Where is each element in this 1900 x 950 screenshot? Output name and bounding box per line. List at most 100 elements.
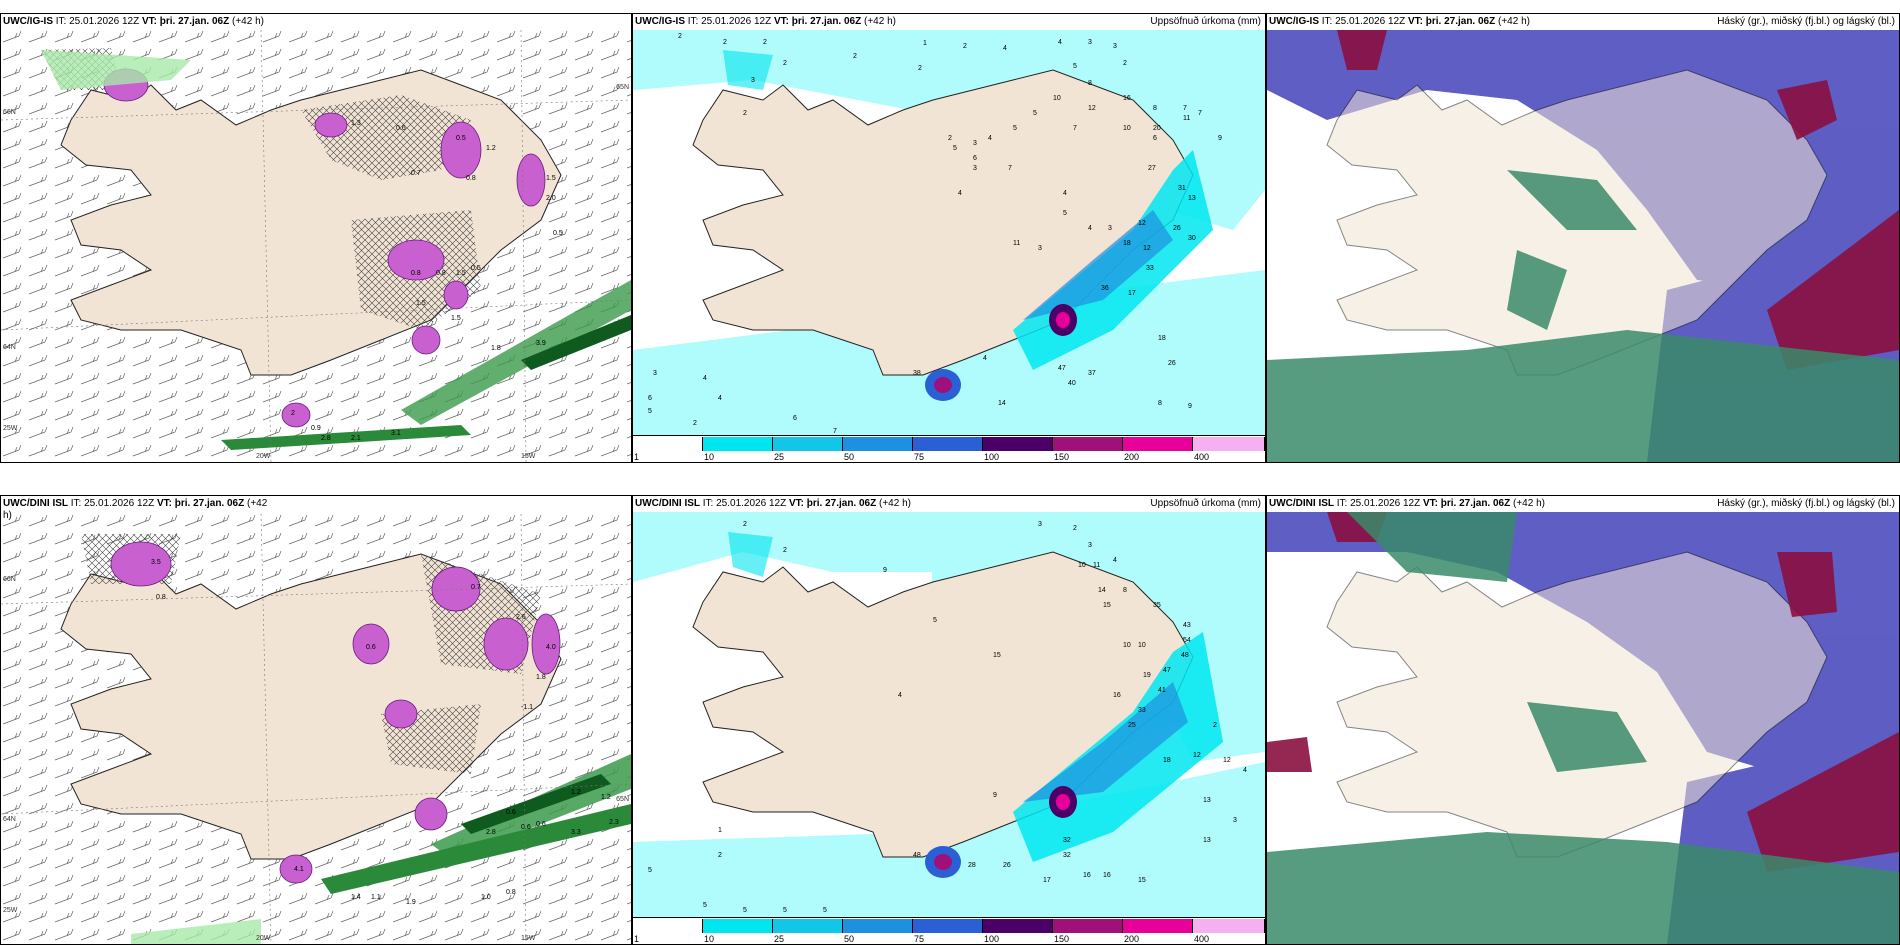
svg-text:0.8: 0.8 — [156, 594, 166, 601]
svg-text:1.9: 1.9 — [406, 899, 416, 906]
svg-text:9: 9 — [993, 792, 997, 799]
svg-text:18: 18 — [1123, 240, 1131, 247]
svg-text:8: 8 — [1123, 587, 1127, 594]
svg-text:1.2: 1.2 — [486, 145, 496, 152]
lat-label: 66N — [3, 576, 16, 583]
svg-text:3: 3 — [973, 140, 977, 147]
svg-text:9: 9 — [1218, 135, 1222, 142]
svg-text:10: 10 — [1138, 642, 1146, 649]
colorbar-label: 100 — [984, 934, 1000, 944]
precip-map: 2 2 2 2 3 2 2 2 1 2 4 4 3 3 2 5 8 10 12 … — [633, 30, 1265, 436]
colorbar-swatch — [633, 919, 703, 933]
svg-text:0.5: 0.5 — [456, 135, 466, 142]
svg-text:19: 19 — [1143, 672, 1151, 679]
svg-text:7: 7 — [1008, 165, 1012, 172]
svg-text:40: 40 — [1068, 380, 1076, 387]
graticule — [1, 514, 631, 944]
svg-text:3.9: 3.9 — [536, 340, 546, 347]
svg-text:12: 12 — [1223, 757, 1231, 764]
svg-text:2: 2 — [743, 110, 747, 117]
svg-text:2: 2 — [948, 135, 952, 142]
svg-text:48: 48 — [1181, 652, 1189, 659]
svg-text:7: 7 — [1073, 125, 1077, 132]
corner-label: 25W — [3, 425, 18, 432]
svg-text:7: 7 — [833, 428, 837, 435]
panel-variable-title: Uppsöfnuð úrkoma (mm) — [1150, 16, 1261, 27]
lat-label: 66N — [3, 109, 16, 116]
colorbar-swatch — [703, 919, 773, 933]
land-area — [1326, 551, 1828, 858]
svg-text:2: 2 — [291, 410, 295, 417]
svg-text:36: 36 — [1101, 285, 1109, 292]
colorbar-label: 25 — [774, 452, 785, 462]
colorbar-label: 1 — [634, 934, 640, 944]
svg-text:0.8: 0.8 — [506, 889, 516, 896]
svg-text:4: 4 — [1058, 39, 1062, 46]
svg-text:26: 26 — [1168, 360, 1176, 367]
snow-areas — [110, 541, 561, 884]
panel-variable-title: Uppsöfnuð úrkoma (mm) — [1150, 498, 1261, 509]
svg-text:5: 5 — [823, 907, 827, 914]
corner-label: 25W — [3, 907, 18, 914]
lat-label: 64N — [3, 816, 16, 823]
colorbar-swatch — [773, 919, 843, 933]
colorbar-swatch — [703, 437, 773, 451]
svg-text:1.2: 1.2 — [601, 794, 611, 801]
svg-text:0.6: 0.6 — [396, 125, 406, 132]
panel-variable-title: Háský (gr.), miðský (fj.bl.) og lágský (… — [1717, 16, 1895, 27]
svg-text:10: 10 — [1123, 125, 1131, 132]
svg-text:27: 27 — [1148, 165, 1156, 172]
svg-text:0.8: 0.8 — [411, 270, 421, 277]
svg-text:31: 31 — [1178, 185, 1186, 192]
svg-text:15: 15 — [1138, 877, 1146, 884]
svg-text:12: 12 — [1193, 752, 1201, 759]
svg-text:4: 4 — [898, 692, 902, 699]
colorbar-label: 50 — [844, 934, 855, 944]
svg-text:10: 10 — [1053, 95, 1061, 102]
lat-label: 65N — [616, 796, 629, 803]
contour-labels: 2 0.9 1.3 0.6 0.5 1.2 0.7 0.8 1.5 2.0 0.… — [291, 120, 563, 442]
svg-text:18: 18 — [1158, 335, 1166, 342]
colorbar-swatch — [1193, 919, 1265, 933]
svg-text:4: 4 — [983, 355, 987, 362]
svg-text:5: 5 — [1013, 125, 1017, 132]
svg-text:1.8: 1.8 — [491, 345, 501, 352]
svg-text:28: 28 — [968, 862, 976, 869]
lat-label: 64N — [3, 344, 16, 351]
svg-text:2: 2 — [763, 39, 767, 46]
svg-text:4.0: 4.0 — [546, 644, 556, 651]
svg-text:32: 32 — [1063, 837, 1071, 844]
svg-text:2: 2 — [1213, 722, 1217, 729]
colorbar-label: 10 — [704, 452, 715, 462]
svg-text:1.5: 1.5 — [456, 270, 466, 277]
svg-text:5: 5 — [1073, 63, 1077, 70]
svg-text:14: 14 — [998, 400, 1006, 407]
svg-text:1.5: 1.5 — [451, 315, 461, 322]
svg-text:2.6: 2.6 — [516, 614, 526, 621]
svg-text:1: 1 — [718, 827, 722, 834]
svg-text:0.6: 0.6 — [521, 824, 531, 831]
cloud-map — [1267, 30, 1899, 462]
panel-bottom-left: UWC/DINI ISL IT: 25.01.2026 12Z VT: þri.… — [0, 495, 632, 945]
svg-text:3.5: 3.5 — [151, 559, 161, 566]
svg-text:18: 18 — [1163, 757, 1171, 764]
colorbar-label: 10 — [704, 934, 715, 944]
precip-values: 2 2 3 2 3 4 10 11 14 15 8 9 5 15 10 10 3… — [648, 521, 1247, 914]
svg-text:2.0: 2.0 — [546, 195, 556, 202]
svg-text:5: 5 — [1033, 110, 1037, 117]
svg-text:15: 15 — [1103, 602, 1111, 609]
colorbar-swatch — [1123, 437, 1193, 451]
svg-text:5: 5 — [648, 867, 652, 874]
svg-text:5: 5 — [1063, 210, 1067, 217]
svg-text:3: 3 — [1108, 225, 1112, 232]
svg-text:30: 30 — [1188, 235, 1196, 242]
svg-text:16: 16 — [1083, 872, 1091, 879]
svg-text:33: 33 — [1138, 707, 1146, 714]
panel-title: UWC/IG-IS IT: 25.01.2026 12Z VT: þri. 27… — [3, 16, 264, 27]
svg-text:2: 2 — [783, 547, 787, 554]
lon-label: 15W — [521, 453, 536, 460]
colorbar-swatch — [983, 437, 1053, 451]
svg-text:0.5: 0.5 — [471, 265, 481, 272]
svg-text:0.8: 0.8 — [466, 175, 476, 182]
svg-text:11: 11 — [1093, 562, 1100, 569]
